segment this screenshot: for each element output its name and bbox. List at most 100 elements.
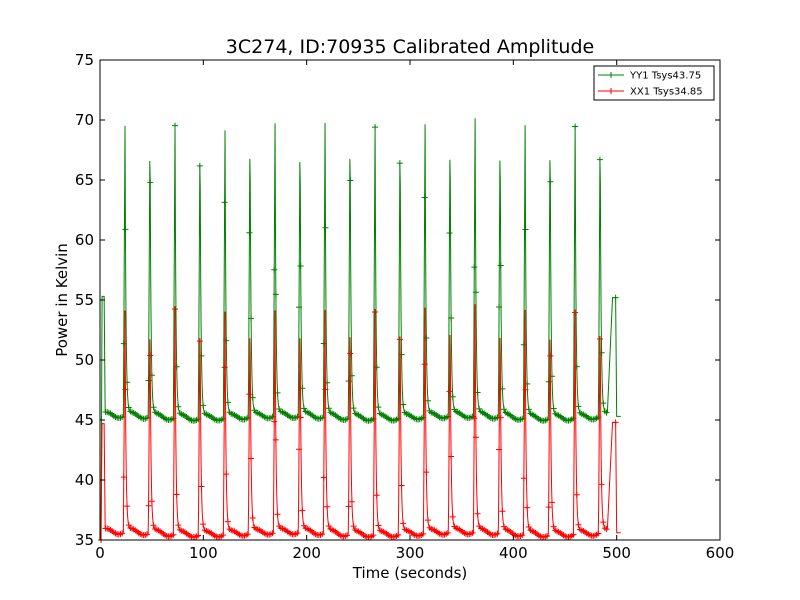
data-point (119, 530, 126, 537)
y-tick-label: 45 (75, 411, 94, 429)
x-tick-label: 0 (95, 544, 105, 562)
data-point (147, 179, 154, 186)
data-point (350, 405, 357, 412)
data-point (525, 406, 532, 413)
data-point (550, 523, 557, 530)
data-point (501, 406, 508, 413)
data-point (548, 499, 555, 506)
data-point (320, 340, 327, 347)
data-point (324, 503, 331, 510)
y-tick-label: 75 (75, 51, 94, 69)
data-point (520, 341, 527, 348)
legend-swatch-marker (608, 72, 614, 78)
data-point (398, 482, 405, 489)
data-point (297, 262, 304, 269)
data-point (600, 519, 607, 526)
data-point (471, 264, 478, 271)
data-point (325, 405, 332, 412)
data-point (400, 401, 407, 408)
data-point (372, 124, 379, 131)
data-point (421, 194, 428, 201)
data-point (573, 491, 580, 498)
data-point (150, 404, 157, 411)
data-point (272, 436, 279, 443)
data-point (575, 403, 582, 410)
data-point (544, 532, 551, 539)
data-point (522, 386, 529, 393)
legend-box (593, 65, 715, 101)
data-point (496, 303, 503, 310)
x-axis-label: Time (seconds) (352, 564, 468, 582)
series-markers-1 (98, 306, 619, 543)
data-point (547, 178, 554, 185)
data-point (612, 419, 619, 426)
data-point (170, 531, 177, 538)
data-point (246, 229, 253, 236)
data-point (200, 402, 207, 409)
data-point (322, 386, 329, 393)
data-point (596, 156, 603, 163)
data-point (420, 414, 427, 421)
y-tick-label: 60 (75, 231, 94, 249)
data-point (223, 471, 230, 478)
data-point (472, 289, 479, 296)
data-point (348, 498, 355, 505)
plot-frame (99, 59, 721, 541)
data-point (347, 350, 354, 357)
data-point (372, 308, 379, 315)
data-point (519, 532, 526, 539)
data-point (471, 415, 478, 422)
data-point (449, 513, 456, 520)
data-point (446, 230, 453, 237)
series-line-1 (100, 304, 621, 541)
x-tick-label: 500 (602, 544, 631, 562)
data-point (469, 529, 476, 536)
data-point (494, 530, 501, 537)
data-point (444, 413, 451, 420)
data-point (423, 334, 430, 341)
data-point (421, 361, 428, 368)
data-point (143, 531, 150, 538)
x-tick-label: 600 (706, 544, 735, 562)
data-point (345, 503, 352, 510)
legend-swatch-marker (608, 88, 614, 94)
data-point (198, 483, 205, 490)
data-point (244, 414, 251, 421)
data-point (120, 340, 127, 347)
data-point (448, 453, 455, 460)
data-point (124, 503, 131, 510)
data-point (175, 522, 182, 529)
data-point (547, 352, 554, 359)
data-point (524, 504, 531, 511)
data-point (248, 315, 255, 322)
data-point (448, 314, 455, 321)
data-point (474, 510, 481, 517)
data-point (570, 531, 577, 538)
data-point (297, 414, 304, 421)
data-point (545, 504, 552, 511)
data-point (575, 521, 582, 528)
y-tick-label: 50 (75, 351, 94, 369)
data-point (272, 291, 279, 298)
data-point (424, 517, 431, 524)
ticks: 0 100 200 300 400 500 600 35 40 45 50 55 60 65 70 75 (75, 51, 734, 562)
data-point (221, 199, 228, 206)
data-point (343, 532, 350, 539)
data-point (525, 524, 532, 531)
data-point (196, 338, 203, 345)
data-point (196, 162, 203, 169)
data-point (612, 294, 619, 301)
data-point (370, 532, 377, 539)
data-point (221, 364, 228, 371)
data-point (596, 336, 603, 343)
data-point (400, 520, 407, 527)
data-point (522, 226, 529, 233)
x-tick-label: 400 (499, 544, 528, 562)
data-point (219, 415, 226, 422)
data-point (223, 337, 230, 344)
data-point (347, 177, 354, 184)
data-point (172, 306, 179, 313)
x-tick-label: 200 (292, 544, 321, 562)
plot-lines (98, 118, 621, 543)
y-tick-label: 40 (75, 471, 94, 489)
